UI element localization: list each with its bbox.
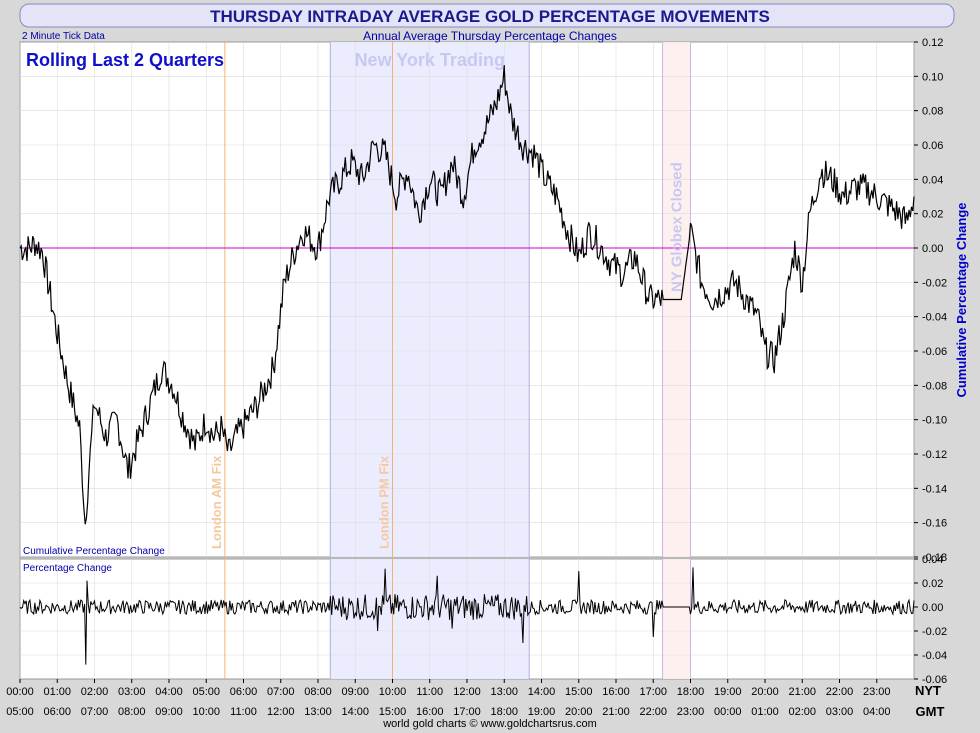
x-tick-label-nyt: 20:00 [751, 686, 779, 698]
y-tick-label: -0.06 [922, 346, 947, 358]
y-tick-label: 0.10 [922, 71, 943, 83]
x-tick-label-gmt: 04:00 [863, 706, 891, 718]
x-tick-label-nyt: 08:00 [304, 686, 332, 698]
cumulative-panel-label: Cumulative Percentage Change [23, 546, 165, 557]
y-tick-label: -0.18 [922, 552, 947, 564]
y-tick-label: -0.14 [922, 483, 947, 495]
x-tick-label-gmt: 13:00 [304, 706, 332, 718]
x-tick-label-gmt: 07:00 [81, 706, 109, 718]
x-tick-label-gmt: 15:00 [379, 706, 407, 718]
y-axis-label: Cumulative Percentage Change [954, 202, 969, 397]
x-tick-label-nyt: 17:00 [639, 686, 667, 698]
ny-trading-label: New York Trading [355, 50, 505, 70]
y-tick-label: -0.02 [922, 626, 947, 638]
x-tick-label-gmt: 20:00 [565, 706, 593, 718]
gmt-label: GMT [916, 704, 945, 719]
x-tick-label-nyt: 04:00 [155, 686, 183, 698]
x-tick-label-nyt: 07:00 [267, 686, 295, 698]
x-tick-label-gmt: 11:00 [230, 706, 257, 718]
y-tick-label: -0.10 [922, 415, 947, 427]
x-tick-label-nyt: 11:00 [416, 686, 443, 698]
period-label: Rolling Last 2 Quarters [26, 50, 224, 70]
percentage-change-series-line [19, 567, 915, 665]
x-tick-label-gmt: 21:00 [602, 706, 630, 718]
y-tick-label: 0.00 [922, 602, 943, 614]
x-tick-label-nyt: 12:00 [453, 686, 481, 698]
x-tick-label-nyt: 18:00 [677, 686, 705, 698]
x-tick-label-nyt: 19:00 [714, 686, 742, 698]
x-tick-label-nyt: 22:00 [826, 686, 854, 698]
chart-title: THURSDAY INTRADAY AVERAGE GOLD PERCENTAG… [210, 7, 770, 26]
y-tick-label: 0.06 [922, 140, 943, 152]
x-tick-label-gmt: 03:00 [826, 706, 854, 718]
x-tick-label-gmt: 00:00 [714, 706, 742, 718]
fix-markers [224, 42, 691, 679]
globex-closed-label: NY Globex Closed [669, 162, 686, 292]
y-tick-label: -0.06 [922, 674, 947, 686]
x-tick-label-nyt: 21:00 [788, 686, 816, 698]
y-tick-label: 0.02 [922, 209, 943, 221]
x-tick-label-nyt: 10:00 [379, 686, 407, 698]
x-tick-label-nyt: 14:00 [528, 686, 556, 698]
globex-closed-band-lower [662, 559, 691, 679]
x-tick-label-gmt: 14:00 [341, 706, 369, 718]
y-tick-label: -0.02 [922, 277, 947, 289]
x-tick-label-gmt: 10:00 [192, 706, 220, 718]
x-tick-label-gmt: 17:00 [453, 706, 481, 718]
x-tick-label-nyt: 05:00 [192, 686, 220, 698]
x-tick-label-nyt: 06:00 [230, 686, 258, 698]
tick-note: 2 Minute Tick Data [22, 31, 105, 42]
x-tick-label-nyt: 13:00 [490, 686, 518, 698]
x-tick-label-gmt: 16:00 [416, 706, 444, 718]
x-tick-label-gmt: 23:00 [677, 706, 705, 718]
change-panel-label: Percentage Change [23, 563, 112, 574]
main-y-ticks: 0.12 0.10 0.08 0.06 0.04 0.02 0.00 -0.02 -0.04 -0… [914, 37, 947, 564]
x-tick-label-gmt: 19:00 [528, 706, 556, 718]
y-tick-label: 0.04 [922, 554, 943, 566]
y-tick-label: 0.08 [922, 106, 943, 118]
y-tick-label: 0.02 [922, 578, 943, 590]
footer-credit: world gold charts © www.goldchartsrus.co… [382, 718, 597, 730]
x-axis-ticks: 00:00 01:00 02:00 03:00 04:00 05:00 06:00 07:00… [6, 679, 891, 718]
x-tick-label-nyt: 01:00 [43, 686, 71, 698]
x-tick-label-gmt: 06:00 [43, 706, 71, 718]
chart-subtitle: Annual Average Thursday Percentage Chang… [363, 29, 617, 43]
x-tick-label-gmt: 01:00 [751, 706, 779, 718]
london-pm-fix-label: London PM Fix [377, 455, 392, 549]
y-tick-label: -0.04 [922, 312, 947, 324]
x-tick-label-nyt: 09:00 [341, 686, 369, 698]
title-bar [19, 3, 955, 28]
x-tick-label-nyt: 16:00 [602, 686, 630, 698]
nyt-label: NYT [915, 683, 941, 698]
change-y-ticks: 0.04 0.02 0.00 -0.02 -0.04 -0.06 [914, 554, 947, 686]
x-tick-label-gmt: 02:00 [788, 706, 816, 718]
x-tick-label-nyt: 03:00 [118, 686, 146, 698]
y-tick-label: 0.12 [922, 37, 943, 49]
y-tick-label: -0.16 [922, 518, 947, 530]
x-tick-label-gmt: 22:00 [639, 706, 667, 718]
cumulative-series-line [19, 64, 915, 525]
x-tick-label-gmt: 09:00 [155, 706, 183, 718]
london-am-fix-label: London AM Fix [209, 455, 224, 549]
y-tick-label: -0.04 [922, 650, 947, 662]
y-tick-label: -0.08 [922, 380, 947, 392]
x-tick-label-nyt: 23:00 [863, 686, 891, 698]
x-tick-label-gmt: 08:00 [118, 706, 146, 718]
y-tick-label: 0.00 [922, 243, 943, 255]
y-tick-label: -0.12 [922, 449, 947, 461]
x-tick-label-gmt: 05:00 [6, 706, 34, 718]
x-tick-label-nyt: 00:00 [6, 686, 34, 698]
x-tick-label-gmt: 18:00 [490, 706, 518, 718]
y-tick-label: 0.04 [922, 174, 943, 186]
x-tick-label-nyt: 02:00 [81, 686, 109, 698]
x-tick-label-gmt: 12:00 [267, 706, 295, 718]
x-tick-label-nyt: 15:00 [565, 686, 593, 698]
